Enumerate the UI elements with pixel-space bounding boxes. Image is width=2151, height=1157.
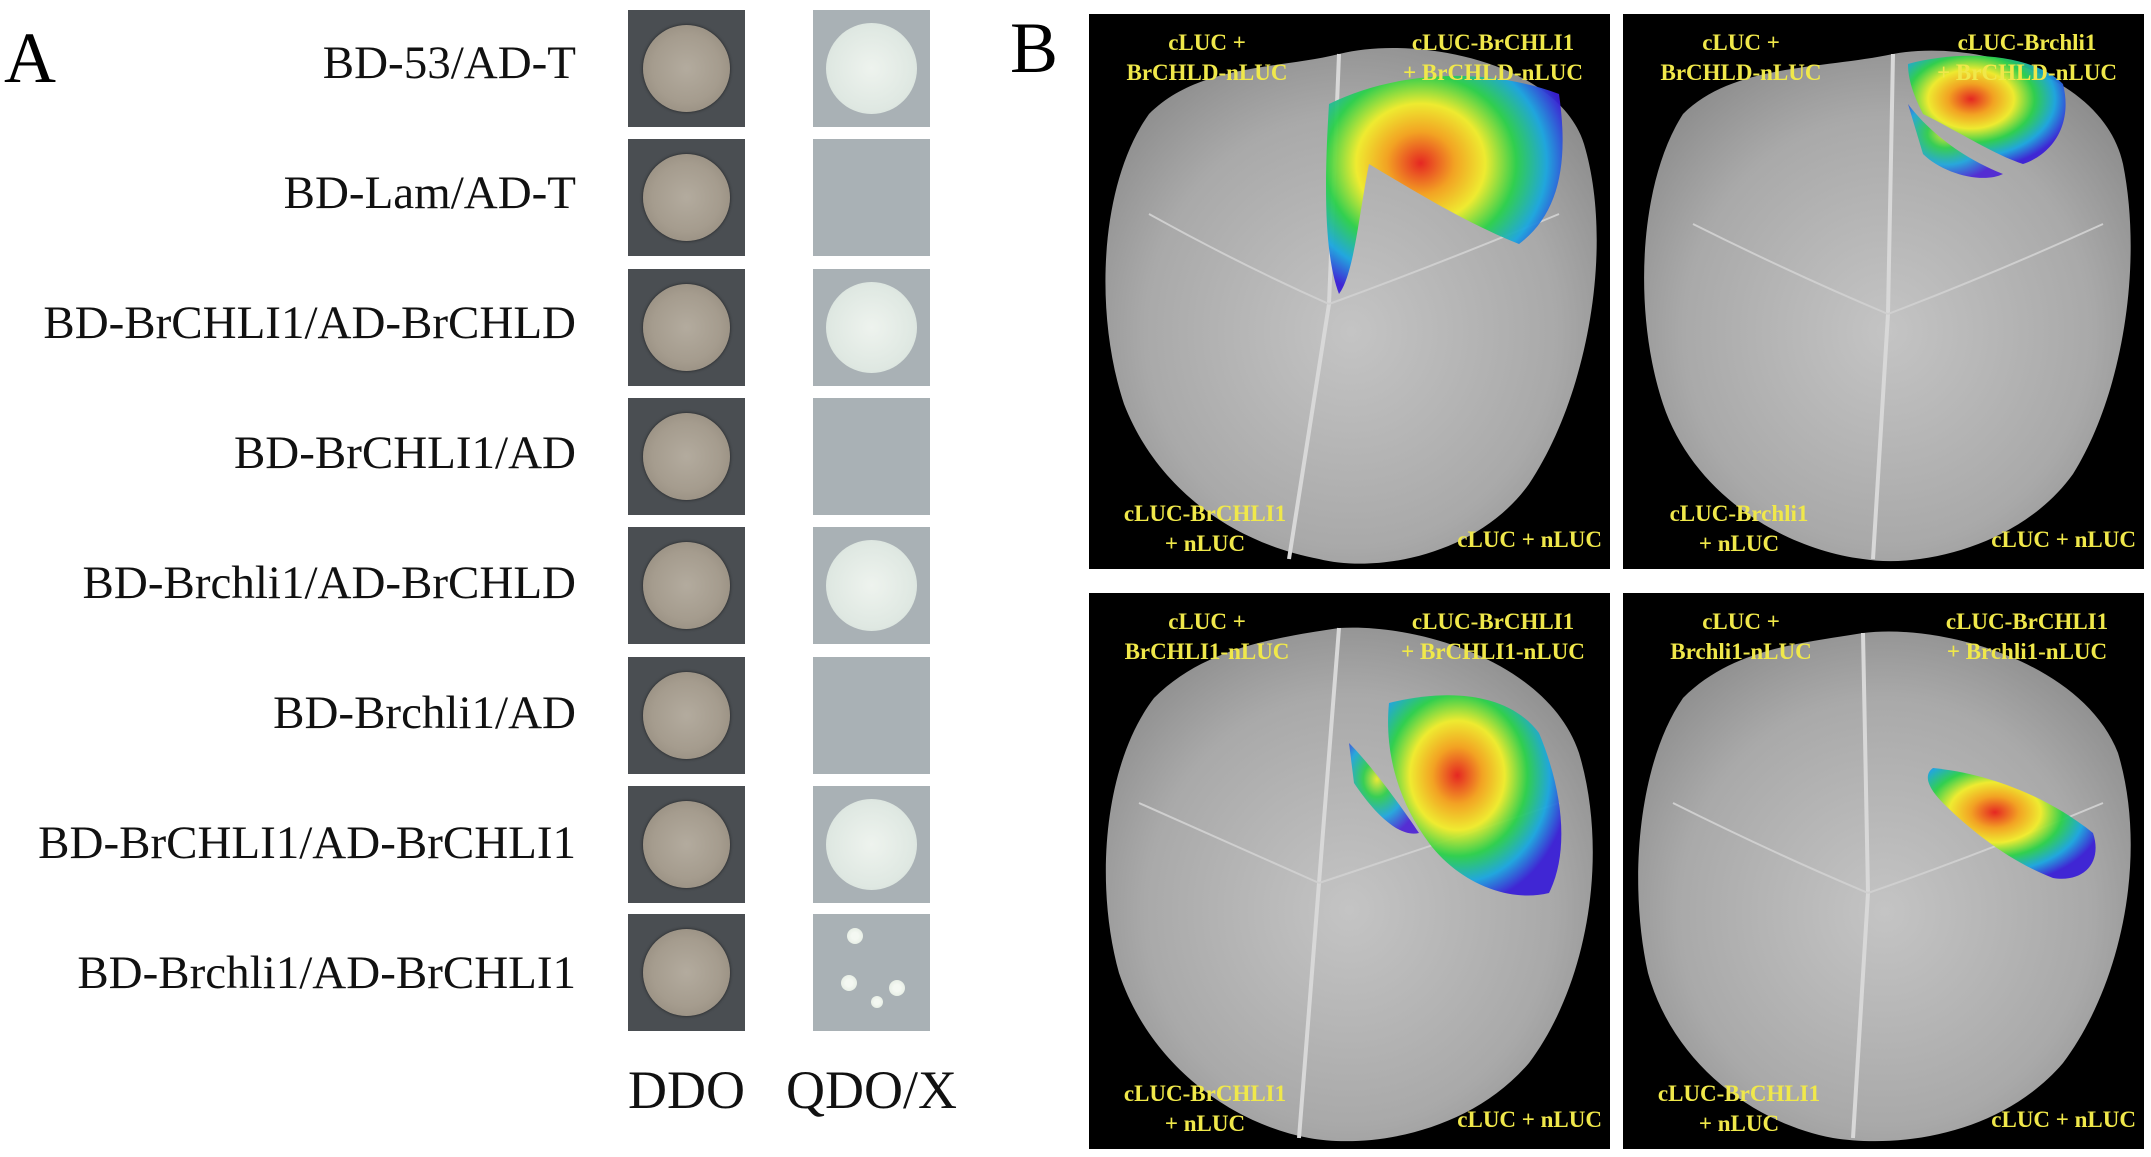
- column-label-qdo: QDO/X: [786, 1060, 957, 1120]
- qdo-plate-tile: [813, 786, 930, 903]
- colony-spot: [643, 542, 730, 629]
- colony-spot: [826, 282, 917, 373]
- small-colony: [871, 996, 883, 1008]
- leaf-image-1: cLUC + BrCHLD-nLUC cLUC-BrCHLI1 + BrCHLD-n…: [1089, 14, 1610, 569]
- ddo-plate-tile: [628, 398, 745, 515]
- row-label: BD-Brchli1/AD-BrCHLI1: [77, 947, 576, 999]
- row-label: BD-BrCHLI1/AD-BrCHLI1: [38, 817, 576, 869]
- leaf-image-4: cLUC + Brchli1-nLUC cLUC-BrCHLI1 + Brchli1…: [1623, 593, 2144, 1149]
- quadrant-label: cLUC + Brchli1-nLUC: [1670, 609, 1812, 664]
- ddo-plate-tile: [628, 657, 745, 774]
- quadrant-label: cLUC + nLUC: [1991, 527, 2136, 552]
- row-label: BD-Brchli1/AD-BrCHLD: [82, 557, 576, 609]
- qdo-plate-tile: [813, 398, 930, 515]
- quadrant-label: cLUC + BrCHLI1-nLUC: [1124, 609, 1290, 664]
- ddo-plate-tile: [628, 269, 745, 386]
- colony-spot: [643, 154, 730, 241]
- colony-spot: [826, 23, 917, 114]
- leaf-luminescence-image: [1105, 627, 1593, 1142]
- ddo-plate-tile: [628, 786, 745, 903]
- colony-spot: [643, 413, 730, 500]
- colony-spot: [643, 801, 730, 888]
- row-label: BD-Brchli1/AD: [273, 687, 576, 739]
- row-label: BD-BrCHLI1/AD-BrCHLD: [43, 297, 576, 349]
- leaf-luminescence-image: [1638, 631, 2131, 1142]
- small-colony: [841, 975, 857, 991]
- colony-spot: [643, 284, 730, 371]
- quadrant-label: cLUC-BrCHLI1 + nLUC: [1123, 1081, 1287, 1136]
- qdo-plate-tile: [813, 139, 930, 256]
- leaf-image-3: cLUC + BrCHLI1-nLUC cLUC-BrCHLI1 + BrCHLI1…: [1089, 593, 1610, 1149]
- colony-spot: [643, 672, 730, 759]
- quadrant-label: cLUC-Brchli1 + nLUC: [1669, 501, 1809, 556]
- colony-spot: [643, 929, 730, 1016]
- row-label: BD-BrCHLI1/AD: [233, 427, 576, 479]
- quadrant-label: cLUC-BrCHLI1 + Brchli1-nLUC: [1945, 609, 2109, 664]
- ddo-plate-tile: [628, 139, 745, 256]
- panel-a-letter: A: [4, 18, 56, 98]
- small-colony: [889, 980, 905, 996]
- leaf-luminescence-image: [1644, 50, 2131, 562]
- quadrant-label: cLUC-BrCHLI1 + BrCHLI1-nLUC: [1401, 609, 1585, 664]
- qdo-plate-tile: [813, 657, 930, 774]
- qdo-plate-tile: [813, 269, 930, 386]
- quadrant-label: cLUC-BrCHLI1 + nLUC: [1657, 1081, 1821, 1136]
- quadrant-label: cLUC + BrCHLD-nLUC: [1126, 30, 1288, 85]
- quadrant-label: cLUC + nLUC: [1991, 1107, 2136, 1132]
- row-label: BD-Lam/AD-T: [283, 167, 576, 219]
- qdo-plate-tile: [813, 914, 930, 1031]
- column-label-ddo: DDO: [628, 1060, 745, 1120]
- quadrant-label: cLUC + BrCHLD-nLUC: [1660, 30, 1822, 85]
- leaf-luminescence-image: [1105, 48, 1597, 564]
- quadrant-label: cLUC-BrCHLI1 + nLUC: [1123, 501, 1287, 556]
- quadrant-label: cLUC-BrCHLI1 + BrCHLD-nLUC: [1403, 30, 1583, 85]
- small-colony: [847, 928, 863, 944]
- ddo-plate-tile: [628, 10, 745, 127]
- quadrant-label: cLUC + nLUC: [1457, 527, 1602, 552]
- qdo-plate-tile: [813, 10, 930, 127]
- colony-spot: [826, 540, 917, 631]
- leaf-image-2: cLUC + BrCHLD-nLUC cLUC-Brchli1 + BrCHLD-n…: [1623, 14, 2144, 569]
- row-label: BD-53/AD-T: [322, 37, 576, 89]
- colony-spot: [826, 799, 917, 890]
- quadrant-label: cLUC-Brchli1 + BrCHLD-nLUC: [1937, 30, 2117, 85]
- panel-b-letter: B: [1010, 8, 1059, 88]
- ddo-plate-tile: [628, 527, 745, 644]
- qdo-plate-tile: [813, 527, 930, 644]
- colony-spot: [643, 25, 730, 112]
- quadrant-label: cLUC + nLUC: [1457, 1107, 1602, 1132]
- ddo-plate-tile: [628, 914, 745, 1031]
